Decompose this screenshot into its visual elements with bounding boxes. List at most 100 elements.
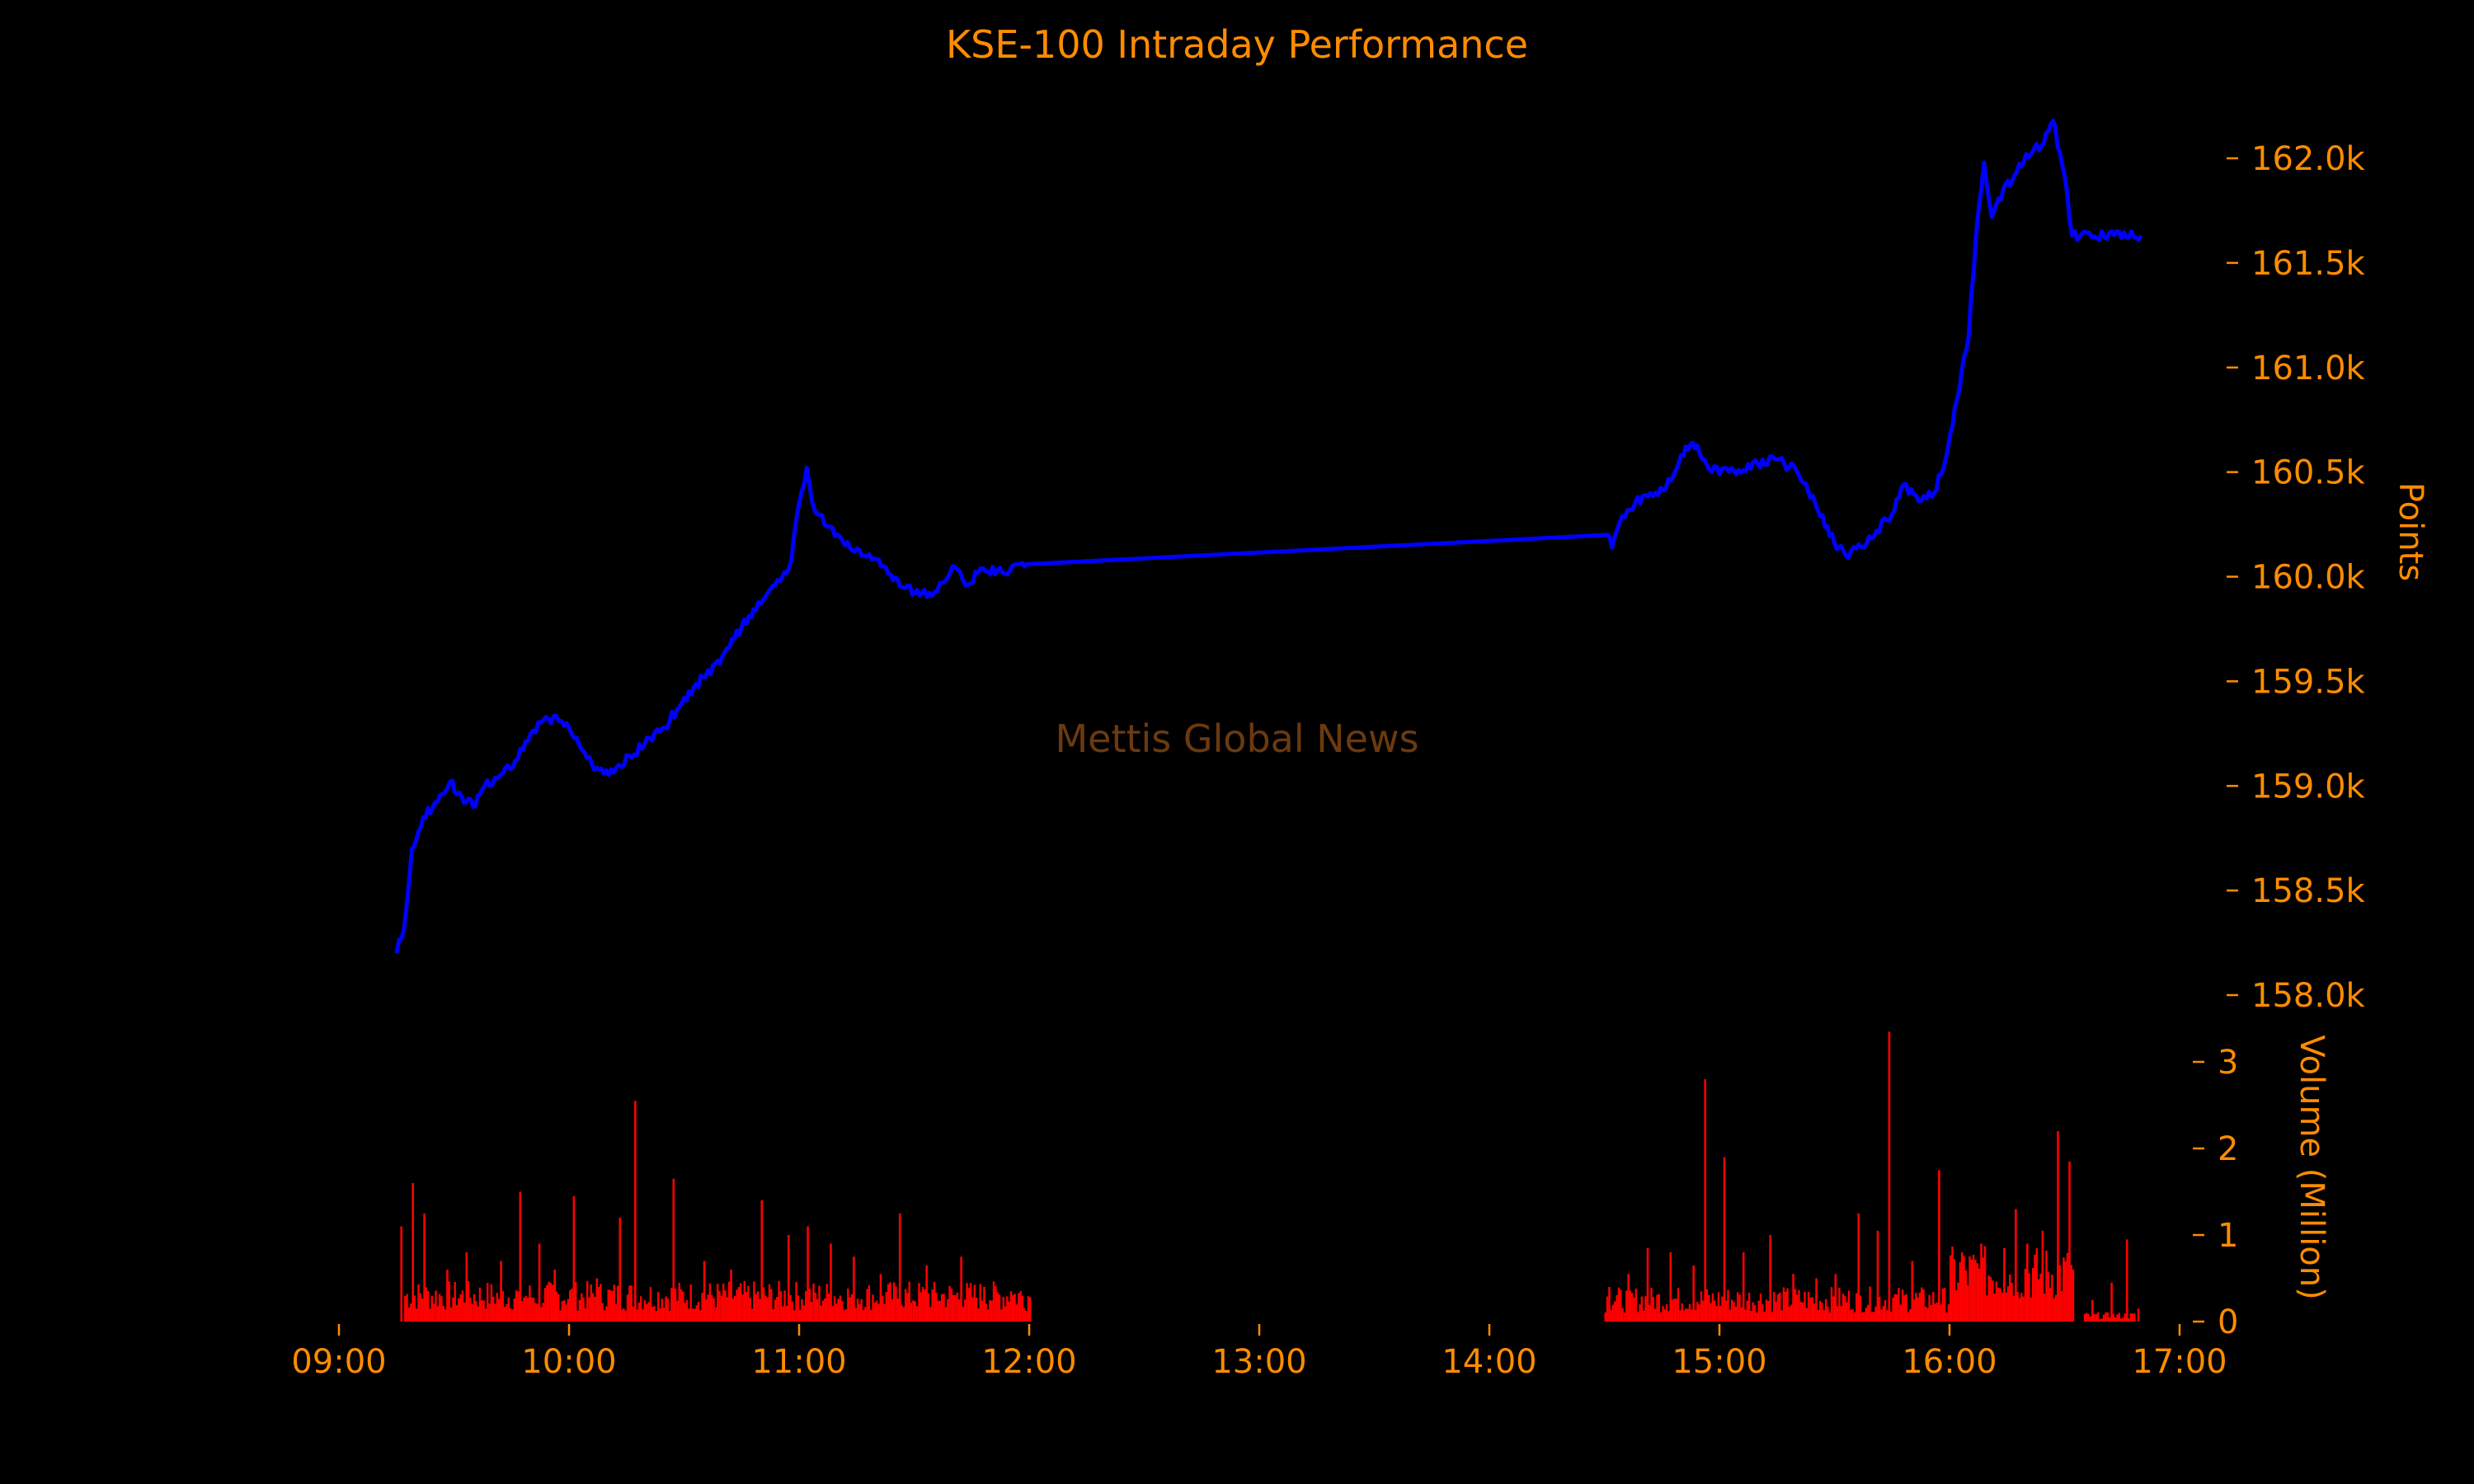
volume-bar [1780, 1310, 1783, 1322]
volume-bar [964, 1299, 967, 1322]
volume-bar [1029, 1297, 1032, 1322]
volume-bar [847, 1288, 849, 1322]
volume-bar [561, 1301, 564, 1322]
volume-bar [1970, 1259, 1973, 1322]
volume-spike [2003, 1247, 2006, 1322]
volume-bar [475, 1301, 477, 1322]
volume-bar [1729, 1309, 1731, 1322]
volume-bar [1947, 1304, 1950, 1322]
volume-bar [2119, 1318, 2123, 1322]
volume-bar [843, 1310, 845, 1322]
volume-bar [1821, 1303, 1823, 1322]
volume-bar [973, 1284, 976, 1322]
volume-bar [737, 1287, 740, 1322]
volume-bar [611, 1290, 614, 1322]
price-tick-label: 161.0k [2251, 350, 2366, 387]
volume-spike [446, 1270, 449, 1322]
volume-bar [523, 1298, 525, 1322]
volume-spike [1742, 1252, 1745, 1322]
volume-bar [877, 1303, 880, 1322]
volume-bar [1889, 1312, 1893, 1322]
volume-bar [1659, 1312, 1663, 1322]
volume-bar [1012, 1295, 1014, 1322]
volume-bar [747, 1285, 750, 1322]
volume-bar [506, 1303, 508, 1322]
volume-bar [866, 1289, 868, 1322]
volume-bar [914, 1301, 916, 1322]
volume-bar [630, 1285, 633, 1322]
volume-bar [1644, 1296, 1647, 1322]
volume-bar [1682, 1310, 1686, 1322]
volume-bar [2024, 1268, 2027, 1322]
volume-spike [423, 1213, 426, 1322]
volume-spike [1938, 1170, 1940, 1322]
volume-spike [1627, 1274, 1630, 1322]
volume-bar [776, 1297, 778, 1322]
volume-bar [1637, 1312, 1639, 1322]
volume-bar [1631, 1293, 1634, 1322]
volume-bar [841, 1301, 844, 1322]
volume-bar [2093, 1314, 2095, 1322]
volume-bar [1681, 1303, 1683, 1322]
volume-bar [2095, 1314, 2098, 1322]
volume-bar [1663, 1309, 1666, 1322]
volume-bar [935, 1292, 938, 1322]
volume-bar [2087, 1314, 2090, 1322]
volume-bar [520, 1301, 524, 1322]
volume-spike [1960, 1252, 1964, 1322]
volume-bar [1987, 1275, 1990, 1322]
volume-bar [726, 1297, 728, 1322]
volume-bar [1623, 1312, 1626, 1322]
volume-bar [985, 1303, 987, 1322]
volume-spike [1769, 1235, 1771, 1322]
volume-spike [1608, 1287, 1611, 1322]
volume-spike [412, 1183, 414, 1322]
volume-bar [759, 1298, 761, 1322]
volume-bar [1867, 1304, 1870, 1322]
volume-bar [844, 1308, 848, 1322]
volume-bar [1986, 1295, 1988, 1322]
volume-bar [507, 1297, 510, 1322]
volume-spike [1888, 1031, 1891, 1322]
volume-bar [1959, 1262, 1961, 1322]
volume-bar [1953, 1259, 1956, 1322]
volume-bar [1802, 1302, 1804, 1322]
volume-bar [979, 1284, 981, 1322]
volume-bar [1765, 1299, 1768, 1322]
volume-bar [2083, 1313, 2086, 1322]
volume-bar [785, 1305, 788, 1322]
volume-bar [768, 1284, 771, 1322]
volume-bar [833, 1296, 836, 1322]
volume-bar [624, 1310, 627, 1322]
volume-bar [933, 1281, 936, 1322]
x-tick-label: 16:00 [1902, 1343, 1997, 1381]
volume-spike [1980, 1243, 1982, 1322]
volume-bar [1027, 1296, 1030, 1322]
volume-bar [789, 1294, 792, 1322]
volume-bar [1955, 1289, 1958, 1322]
volume-bar [1932, 1291, 1935, 1322]
volume-bar [588, 1297, 590, 1322]
volume-bar [657, 1292, 660, 1322]
volume-bar [1750, 1310, 1752, 1322]
volume-bar [440, 1296, 443, 1322]
volume-bar [417, 1284, 420, 1322]
volume-bar [1019, 1290, 1022, 1322]
volume-bar [1997, 1288, 2000, 1322]
volume-bar [701, 1293, 703, 1322]
volume-bar [1025, 1311, 1028, 1322]
volume-bar [1747, 1293, 1751, 1322]
volume-axis-title: Volume (Million) [2293, 1035, 2331, 1299]
volume-bar [463, 1302, 466, 1322]
volume-bar [1773, 1292, 1776, 1322]
volume-bar [688, 1308, 690, 1322]
volume-bar [2106, 1312, 2109, 1322]
volume-bar [839, 1295, 842, 1322]
volume-bar [1650, 1288, 1653, 1322]
volume-bar [827, 1294, 830, 1322]
volume-bar [649, 1287, 652, 1322]
volume-bar [2020, 1293, 2023, 1322]
volume-bar [591, 1293, 595, 1322]
volume-bar [646, 1303, 648, 1322]
volume-spike [830, 1243, 832, 1322]
